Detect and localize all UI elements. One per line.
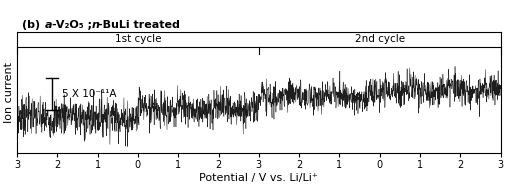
Text: -BuLi treated: -BuLi treated	[98, 20, 180, 30]
Y-axis label: Ion current: Ion current	[4, 62, 14, 123]
Text: 2nd cycle: 2nd cycle	[355, 34, 405, 44]
Text: a: a	[45, 20, 52, 30]
X-axis label: Potential / V vs. Li/Li⁺: Potential / V vs. Li/Li⁺	[200, 173, 318, 183]
Text: 1st cycle: 1st cycle	[115, 34, 161, 44]
Text: 5 X 10⁻¹¹A: 5 X 10⁻¹¹A	[62, 89, 117, 99]
Text: -V₂O₅ ;: -V₂O₅ ;	[52, 20, 96, 30]
Text: (b): (b)	[22, 20, 44, 30]
Text: n: n	[92, 20, 100, 30]
